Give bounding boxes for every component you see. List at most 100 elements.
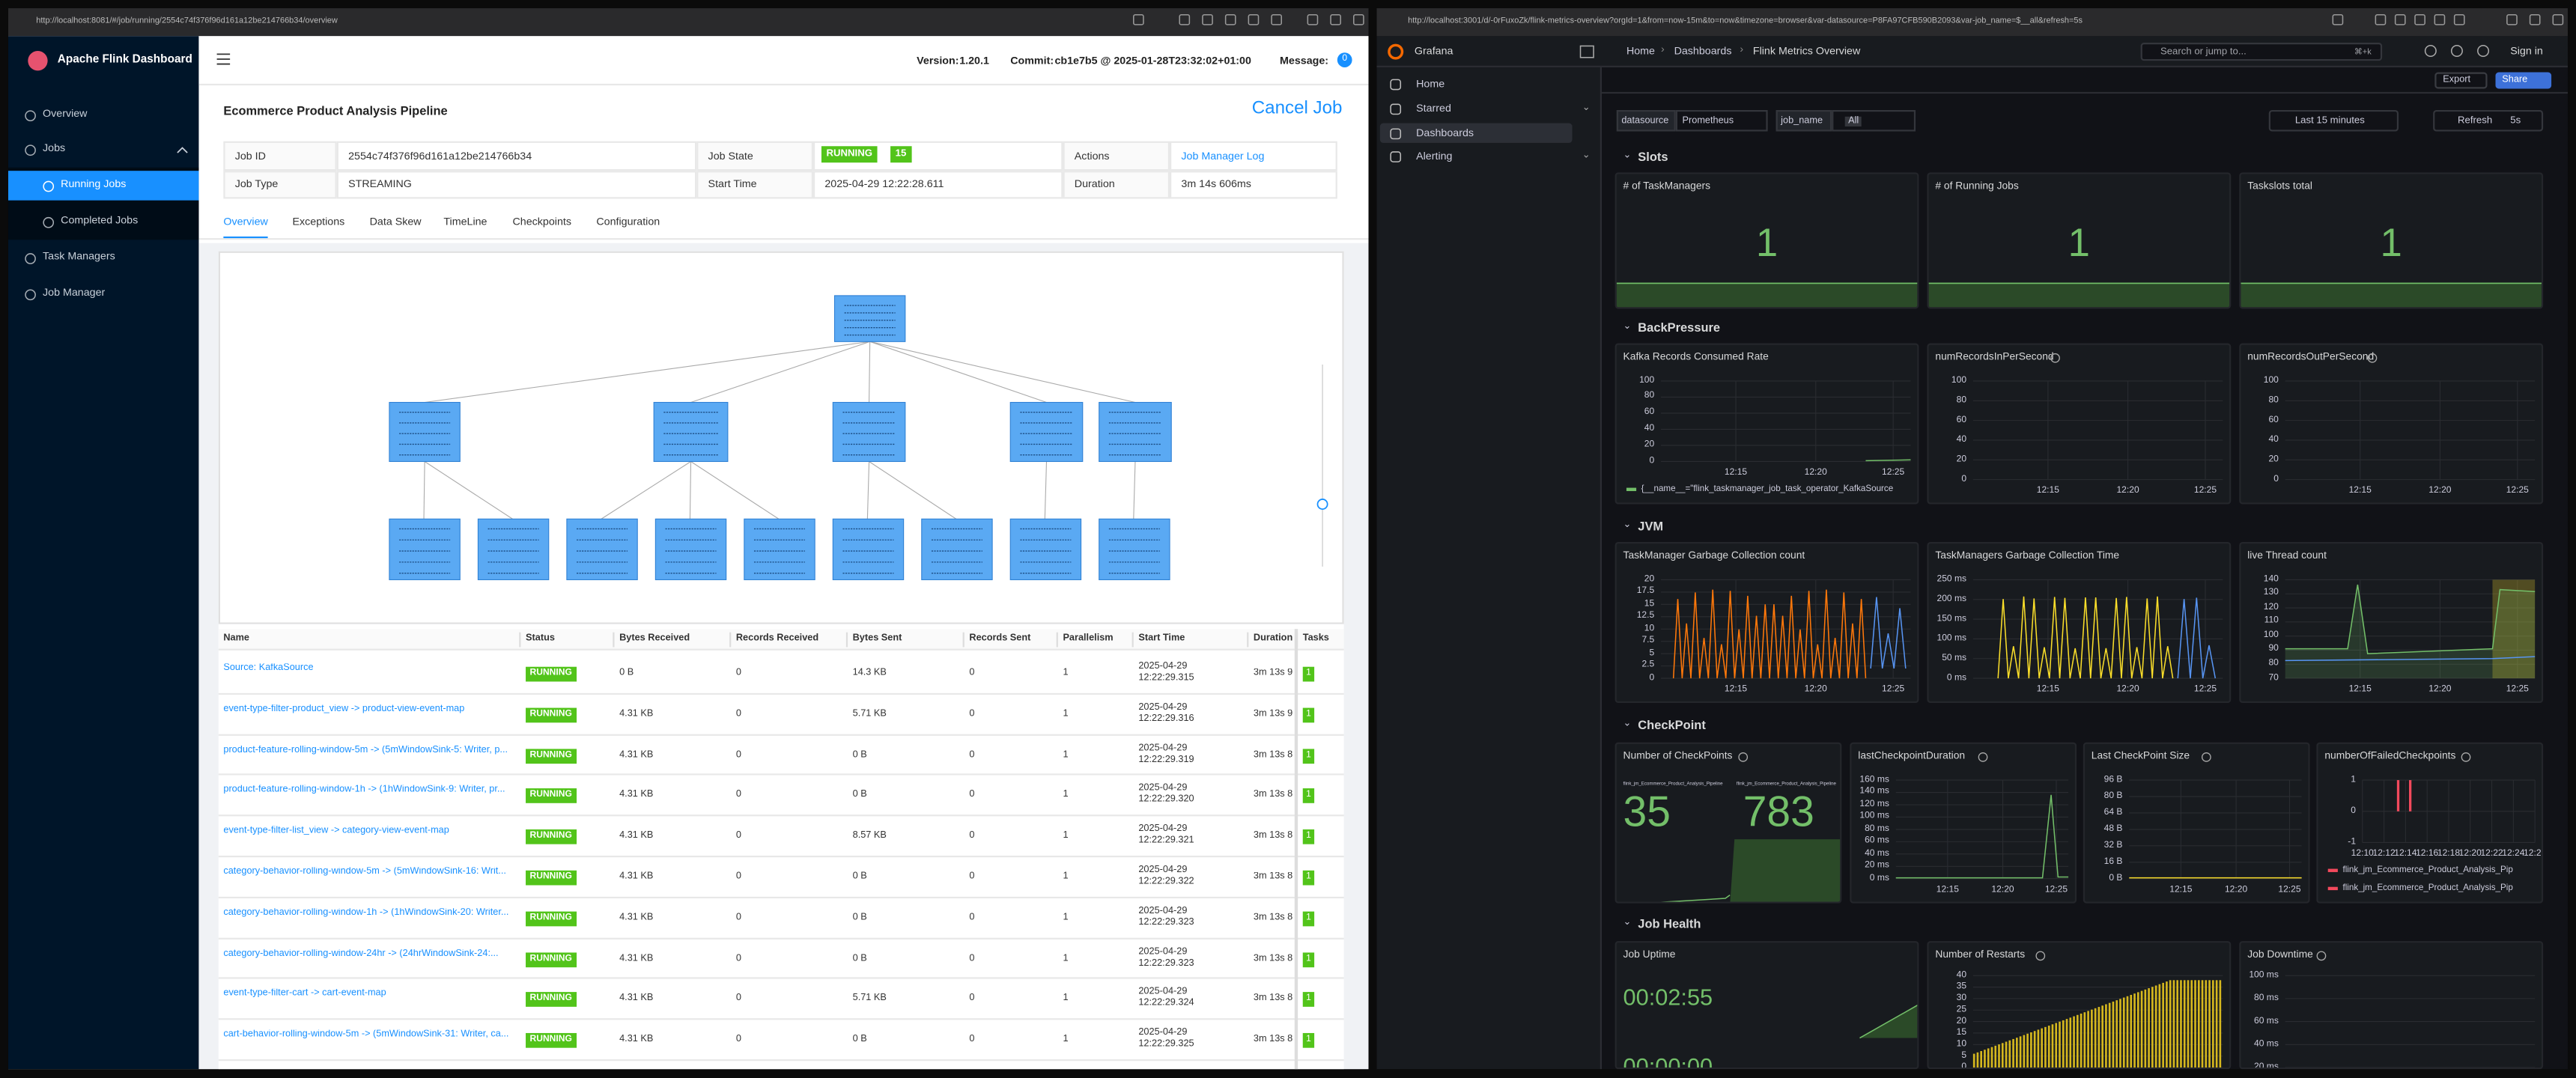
panel: live Thread count 140 130 120 110 100 90 80 70 12… [2239,541,2544,703]
status-badge: RUNNING [526,870,577,886]
export[interactable]: Export [2443,75,2471,86]
breadcrumb[interactable]: Flink Metrics Overview [1752,46,1861,58]
row-title[interactable]: CheckPoint [1638,717,1706,733]
series-bar [2180,980,2182,1068]
nav-item[interactable]: Starred [1416,103,1451,115]
vertex-name[interactable]: category-behavior-rolling-window-24hr ->… [223,948,499,959]
browser-icons [1133,13,1364,25]
legend-entry[interactable]: {__name__="flink_taskmanager_job_task_op… [1641,484,1894,495]
x-tick-label: 12:20 [2116,486,2139,496]
icon [43,180,55,192]
breadcrumb[interactable]: Home [1626,46,1655,58]
tab[interactable]: TimeLine [443,216,487,228]
column-header[interactable]: Records Received [735,633,819,645]
info-cell [812,141,1063,171]
breadcrumb[interactable]: Dashboards [1674,46,1732,58]
column-header[interactable]: Name [223,633,250,645]
tab[interactable]: Configuration [596,216,660,228]
info-cell [336,141,697,171]
table-cell: 0 B [852,1035,867,1045]
column-header[interactable]: Records Sent [969,633,1031,645]
legend-entry[interactable]: flink_jm_Ecommerce_Product_Analysis_Pip [2342,883,2513,894]
icon [25,253,36,264]
y-tick-label: 70 [2268,672,2279,683]
vertex-name[interactable]: event-type-filter-cart -> cart-event-map [223,989,386,999]
vertex-name[interactable]: event-type-filter-list_view -> category-… [223,826,449,837]
vertex-name[interactable]: event-type-filter-product_view -> produc… [223,704,465,714]
column-header[interactable]: Duration [1253,633,1293,645]
panel-title: Job Downtime [2247,949,2313,961]
tab[interactable]: Checkpoints [512,216,571,228]
share[interactable]: Share [2502,75,2528,86]
nav-item[interactable]: Job Manager [43,287,106,299]
vertex-name[interactable]: product-feature-rolling-window-5m -> (5m… [223,745,508,755]
x-tick-label: 12:20 [2116,684,2139,695]
vertex-name[interactable]: cart-behavior-rolling-window-5m -> (5mWi… [223,1029,509,1041]
table-cell: 4.31 KB [619,749,654,760]
search[interactable]: Search or jump to... [2160,46,2247,57]
series-line [2285,584,2536,654]
vertex-name[interactable]: category-behavior-rolling-window-5m -> (… [223,867,506,877]
nav-item[interactable]: Alerting [1416,150,1453,162]
nav-item[interactable]: Running Jobs [61,179,127,191]
y-tick-label: 80 ms [1865,823,1889,834]
series-bar [1990,1047,1993,1068]
info-text: 2025-04-29 12:22:28.611 [824,179,944,191]
column-header[interactable]: Bytes Sent [852,633,902,645]
graph-node [921,518,993,580]
row-title[interactable]: BackPressure [1638,320,1721,335]
row-title[interactable]: JVM [1638,519,1664,535]
y-tick-label: 2.5 [1641,660,1655,671]
nav-icon [1390,128,1402,140]
icon [1352,13,1364,25]
cancel-job[interactable]: Cancel Job [1251,98,1343,118]
icon [1390,103,1402,115]
y-tick-label: 0 [2351,806,2357,816]
table-card [218,624,1344,1070]
y-tick-label: 15 [1956,1027,1967,1038]
nav-item[interactable]: Overview [43,108,88,121]
row-title[interactable]: Job Health [1638,916,1701,931]
column-header[interactable]: Parallelism [1063,633,1114,645]
nav-item[interactable]: Task Managers [43,251,115,264]
y-tick-label: 250 ms [1936,573,1967,584]
x-tick-label: 12:25 [2506,486,2529,496]
vertex-name[interactable]: Source: KafkaSource [223,663,314,674]
series-bar [2080,1013,2083,1068]
time-picker[interactable] [2268,109,2399,132]
tab[interactable]: Data Skew [369,216,422,228]
series-bar [2212,980,2214,1068]
y-tick-label: 100 ms [1936,633,1967,643]
column-header[interactable]: Tasks [1302,633,1329,645]
column-header[interactable]: Start Time [1138,633,1185,645]
panel-title: # of Running Jobs [1935,180,2019,192]
nav-item[interactable]: Home [1416,78,1445,90]
nav-item[interactable]: Completed Jobs [61,215,139,227]
vertex-name[interactable]: category-behavior-rolling-window-1h -> (… [223,907,509,918]
series-bar [2077,1014,2079,1068]
column-header[interactable]: Bytes Received [619,633,690,645]
start-time: 2025-04-29 12:22:29.320 [1138,784,1194,806]
row-title[interactable]: Slots [1638,149,1668,165]
variable-select[interactable] [1675,109,1768,132]
y-tick-label: 35 [1956,981,1967,992]
sign-in[interactable]: Sign in [2510,46,2543,58]
duration: 3m 13s 8 [1253,1035,1293,1045]
nav-item[interactable]: Jobs [43,142,66,155]
nav-item[interactable]: Dashboards [1416,127,1474,139]
column-header[interactable]: Status [526,633,555,645]
table-cell: 4.31 KB [619,871,654,883]
series-bar [2172,980,2175,1068]
tab[interactable]: Overview [223,216,268,228]
table-cell: 0 [735,831,741,841]
series-bar [1984,1050,1986,1068]
refresh-button[interactable] [2433,109,2544,132]
series-bar [2183,980,2186,1068]
message-count[interactable]: 0 [1337,52,1352,67]
legend-entry[interactable]: flink_jm_Ecommerce_Product_Analysis_Pip [2342,865,2513,876]
tab[interactable]: Exceptions [292,216,345,228]
panel-title: live Thread count [2247,549,2327,562]
vertex-name[interactable]: product-feature-rolling-window-1h -> (1h… [223,785,505,796]
info-text[interactable]: Job Manager Log [1181,150,1265,162]
table-cell: 0 [735,791,741,801]
